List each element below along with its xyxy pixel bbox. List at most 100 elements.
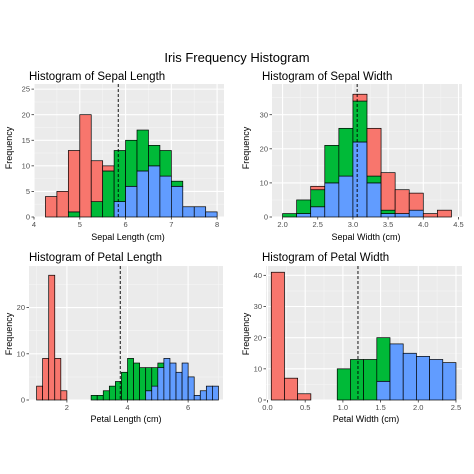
x-tick-label: 8 [215, 220, 219, 229]
y-tick-label: 20 [260, 144, 268, 153]
bar-virginica [136, 170, 149, 218]
y-tick-label: 25 [22, 85, 30, 94]
bar-virginica [205, 385, 213, 401]
bar-versicolor [136, 129, 149, 172]
y-tick-label: 40 [254, 271, 262, 280]
y-tick-label: 20 [254, 333, 262, 342]
bar-virginica [352, 141, 368, 218]
bar-virginica [113, 201, 126, 218]
bar-virginica [205, 211, 218, 218]
x-tick-label: 7 [169, 220, 173, 229]
bar-versicolor [170, 180, 184, 187]
x-tick-label: 2.5 [451, 403, 461, 412]
plot-area-sepal-width: 0 10 20 30 2.0 2.5 3.0 3.5 4.0 4.5 [260, 84, 464, 229]
bar-virginica [442, 362, 457, 401]
y-axis-label: Frequency [241, 312, 251, 355]
x-tick-label: 0.5 [300, 403, 310, 412]
x-tick-label: 2.0 [277, 220, 287, 229]
bar-versicolor [366, 175, 382, 184]
bar-virginica [175, 371, 183, 401]
y-tick-label: 15 [22, 136, 30, 145]
bar-virginica [402, 352, 417, 401]
bar-setosa [380, 172, 396, 211]
bar-virginica [187, 376, 195, 401]
panel-title: Histogram of Sepal Length [29, 71, 165, 83]
bar-virginica [151, 385, 159, 401]
bar-versicolor [157, 362, 165, 369]
bar-versicolor [90, 201, 104, 218]
y-axis-label: Frequency [241, 126, 251, 169]
y-tick-label: 0 [21, 396, 25, 405]
x-tick-label: 2 [65, 403, 69, 412]
y-tick-label: 20 [17, 303, 25, 312]
bar-setosa [270, 271, 285, 401]
y-tick-label: 20 [22, 110, 30, 119]
bar-versicolor [151, 367, 159, 387]
bar-virginica [380, 213, 396, 218]
y-tick-label: 30 [254, 302, 262, 311]
y-tick-label: 10 [17, 349, 25, 358]
bar-setosa [42, 358, 50, 401]
x-tick-label: 4 [125, 403, 129, 412]
bar-virginica [157, 367, 165, 401]
bar-setosa [102, 165, 115, 172]
bar-versicolor [159, 150, 172, 177]
bar-virginica [429, 359, 444, 401]
bar-versicolor [338, 127, 354, 177]
bar-versicolor [350, 359, 364, 401]
panel-sepal-length: Histogram of Sepal Length Sepal Length (… [4, 71, 224, 242]
bar-versicolor [145, 367, 153, 392]
x-tick-label: 3.0 [348, 220, 358, 229]
x-tick-label: 4.0 [418, 220, 428, 229]
panel-sepal-width: Histogram of Sepal Width Sepal Width (cm… [241, 71, 464, 242]
bar-virginica [376, 380, 391, 401]
panel-petal-width: Histogram of Petal Width Petal Width (cm… [241, 252, 462, 424]
bar-virginica [163, 358, 171, 401]
bar-virginica [170, 185, 184, 218]
bar-virginica [212, 385, 219, 401]
y-tick-label: 0 [26, 213, 30, 222]
x-tick-label: 6 [123, 220, 127, 229]
bar-virginica [148, 165, 161, 218]
bar-versicolor [139, 367, 147, 401]
panel-petal-length: Histogram of Petal Length Petal Length (… [4, 252, 223, 424]
bar-versicolor [376, 337, 391, 382]
plot-area-petal-width: 0 10 20 30 40 0.0 0.5 1.0 1.5 2.0 2.5 [254, 266, 462, 412]
bar-virginica [169, 362, 177, 401]
x-tick-label: 4.5 [453, 220, 463, 229]
bar-setosa [45, 196, 58, 218]
bar-versicolor [102, 170, 115, 218]
bar-virginica [125, 185, 138, 218]
x-tick-label: 3.5 [383, 220, 393, 229]
x-tick-label: 2.5 [313, 220, 323, 229]
y-tick-label: 0 [258, 396, 262, 405]
bar-versicolor [380, 209, 396, 214]
bar-virginica [416, 356, 430, 401]
y-tick-label: 5 [26, 187, 30, 196]
bar-virginica [389, 343, 404, 401]
bar-versicolor [108, 385, 116, 401]
bar-setosa [36, 385, 43, 401]
x-tick-label: 6 [186, 403, 190, 412]
bar-versicolor [148, 145, 161, 167]
x-tick-label: 5 [78, 220, 82, 229]
x-tick-label: 2.0 [413, 403, 423, 412]
bar-setosa [56, 191, 69, 218]
bar-versicolor [96, 395, 104, 401]
bar-virginica [193, 395, 201, 401]
panel-title: Histogram of Petal Length [29, 252, 162, 264]
bar-versicolor [121, 371, 128, 401]
bar-versicolor [282, 213, 297, 218]
bar-virginica [159, 175, 172, 218]
bar-virginica [193, 206, 207, 218]
bar-versicolor [133, 362, 140, 401]
plot-area-sepal-length: 0 5 10 15 20 25 4 5 6 7 8 [22, 84, 224, 229]
y-axis-label: Frequency [4, 312, 14, 355]
figure-title: Iris Frequency Histogram [164, 50, 309, 65]
bar-versicolor [296, 199, 312, 214]
bar-virginica [145, 390, 153, 401]
bar-versicolor [336, 368, 351, 401]
bar-versicolor [127, 358, 134, 401]
y-tick-label: 10 [260, 178, 268, 187]
